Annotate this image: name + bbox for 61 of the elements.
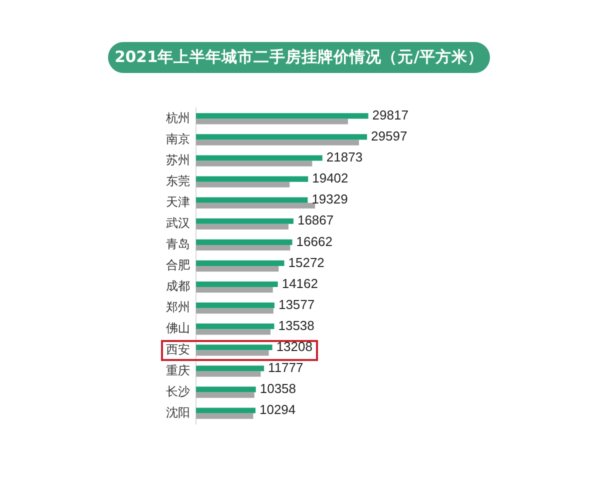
- data-label: 19329: [312, 192, 348, 207]
- bar: [196, 224, 288, 230]
- bar: [196, 197, 308, 203]
- bar: [196, 344, 272, 350]
- bar: [196, 386, 256, 392]
- bar: [196, 160, 312, 166]
- bar: [196, 371, 261, 377]
- bar: [196, 113, 368, 119]
- data-label: 13538: [278, 318, 314, 333]
- y-tick-label: 西安: [166, 342, 190, 356]
- bar: [196, 413, 254, 419]
- bar: [196, 408, 256, 414]
- data-label: 16662: [296, 234, 332, 249]
- bar: [196, 266, 279, 272]
- y-tick-label: 南京: [166, 132, 190, 146]
- y-tick-label: 合肥: [166, 258, 190, 272]
- bar: [196, 176, 308, 182]
- bar: [196, 244, 290, 251]
- bar: [196, 350, 269, 356]
- bar: [196, 202, 316, 208]
- bar: [196, 155, 322, 161]
- y-tick-label: 成都: [166, 279, 190, 294]
- data-label: 15272: [288, 254, 324, 270]
- data-label: 21873: [326, 150, 363, 165]
- y-tick-label: 重庆: [166, 363, 190, 378]
- bar: [196, 287, 273, 293]
- y-tick-label: 青岛: [166, 237, 190, 252]
- bar: [196, 366, 264, 372]
- data-label: 16867: [297, 212, 334, 228]
- bar: [196, 182, 290, 188]
- data-label: 13208: [276, 338, 312, 354]
- bar: [196, 134, 368, 140]
- y-tick-label: 武汉: [166, 216, 190, 230]
- y-tick-label: 杭州: [165, 110, 190, 125]
- y-tick-label: 东莞: [166, 174, 190, 188]
- bar: [196, 260, 284, 266]
- data-label: 14162: [282, 276, 318, 291]
- data-label: 29817: [372, 108, 408, 123]
- data-label: 10294: [259, 402, 296, 418]
- y-tick-label: 郑州: [166, 300, 190, 314]
- y-tick-label: 天津: [166, 195, 190, 210]
- bar: [196, 281, 278, 288]
- bar: [196, 140, 359, 146]
- data-label: 29597: [371, 128, 408, 144]
- y-tick-label: 沈阳: [166, 405, 190, 420]
- data-label: 10358: [260, 381, 296, 396]
- bar: [196, 218, 294, 224]
- chart-title: 2021年上半年城市二手房挂牌价情况（元/平方米）: [108, 42, 490, 73]
- bar: [196, 308, 274, 314]
- bar: [196, 239, 292, 245]
- bar: [196, 302, 274, 308]
- y-tick-label: 佛山: [166, 321, 190, 336]
- bar: [196, 324, 274, 330]
- y-tick-label: 长沙: [166, 384, 190, 398]
- bar: [196, 392, 254, 398]
- data-label: 13577: [278, 296, 315, 312]
- data-label: 11777: [268, 360, 304, 375]
- y-tick-label: 苏州: [166, 152, 190, 167]
- bar: [196, 329, 271, 335]
- bar: [196, 118, 348, 124]
- data-label: 19402: [312, 170, 348, 186]
